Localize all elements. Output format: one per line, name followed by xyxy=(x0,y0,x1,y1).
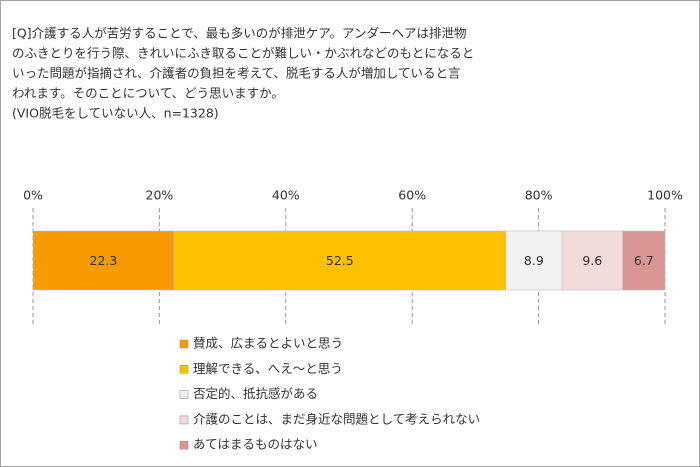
data-label: 52.5 xyxy=(326,253,354,268)
legend-marker xyxy=(179,415,189,425)
chart-title: [Q]介護する人が苦労することで、最も多いのが排泄ケア。アンダーヘアは排泄物 xyxy=(12,26,466,41)
x-tick-label: 60% xyxy=(398,188,426,203)
bar-segment xyxy=(173,230,507,291)
legend-marker xyxy=(179,390,189,399)
bar-segment xyxy=(505,230,563,291)
legend-marker xyxy=(179,339,189,349)
data-label: 6.7 xyxy=(634,253,654,268)
legend-label: あてはまるものはない xyxy=(193,437,318,452)
data-label: 22.3 xyxy=(90,253,118,268)
chart-title: われます。そのことについて、どう思いますか。 xyxy=(12,86,284,101)
chart-title: のふきとりを行う際、きれいにふき取ることが難しい・かぶれなどのもとになると xyxy=(12,46,474,61)
legend-marker xyxy=(179,440,189,450)
x-tick-label: 40% xyxy=(272,188,300,203)
bar-segment xyxy=(32,230,175,291)
legend-marker xyxy=(179,364,189,374)
legend-label: 否定的、抵抗感がある xyxy=(193,386,318,401)
x-tick-label: 20% xyxy=(146,188,174,203)
legend-label: 理解できる、へえ～と思う xyxy=(193,361,343,376)
data-label: 9.6 xyxy=(582,253,602,268)
chart-subtitle: (VIO脱毛をしていない人、n=1328) xyxy=(12,106,219,121)
x-tick-label: 80% xyxy=(525,188,553,203)
x-tick-label: 100% xyxy=(647,188,683,203)
data-label: 8.9 xyxy=(524,253,544,268)
legend-label: 賛成、広まるとよいと思う xyxy=(193,336,343,351)
chart-title: いった問題が指摘され、介護者の負担を考えて、脱毛する人が増加していると言 xyxy=(12,66,461,81)
x-tick-label: 0% xyxy=(23,188,43,203)
legend-label: 介護のことは、まだ身近な問題として考えられない xyxy=(193,411,480,426)
bar-segment xyxy=(561,230,623,291)
bar-segment xyxy=(622,230,666,291)
